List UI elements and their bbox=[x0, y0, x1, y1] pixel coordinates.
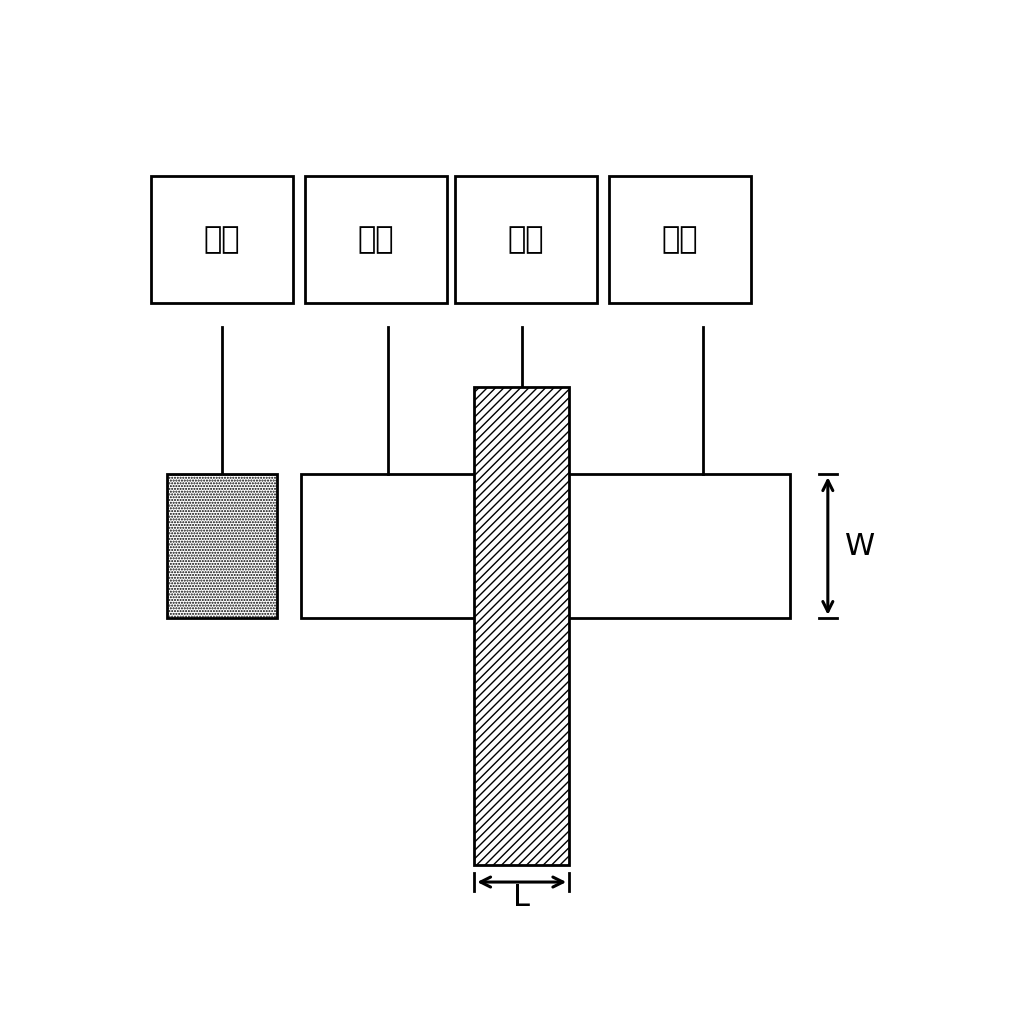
Bar bbox=[609, 176, 750, 303]
Bar bbox=[167, 475, 277, 617]
Text: W: W bbox=[845, 531, 875, 560]
Text: L: L bbox=[513, 883, 530, 912]
Bar bbox=[301, 475, 790, 617]
Text: 源极: 源极 bbox=[357, 225, 394, 254]
Bar bbox=[474, 387, 569, 864]
Text: 漏极: 漏极 bbox=[662, 225, 697, 254]
Text: 栅极: 栅极 bbox=[507, 225, 544, 254]
Bar bbox=[455, 176, 597, 303]
Bar bbox=[304, 176, 447, 303]
Bar bbox=[151, 176, 293, 303]
Text: 衆底: 衆底 bbox=[204, 225, 240, 254]
